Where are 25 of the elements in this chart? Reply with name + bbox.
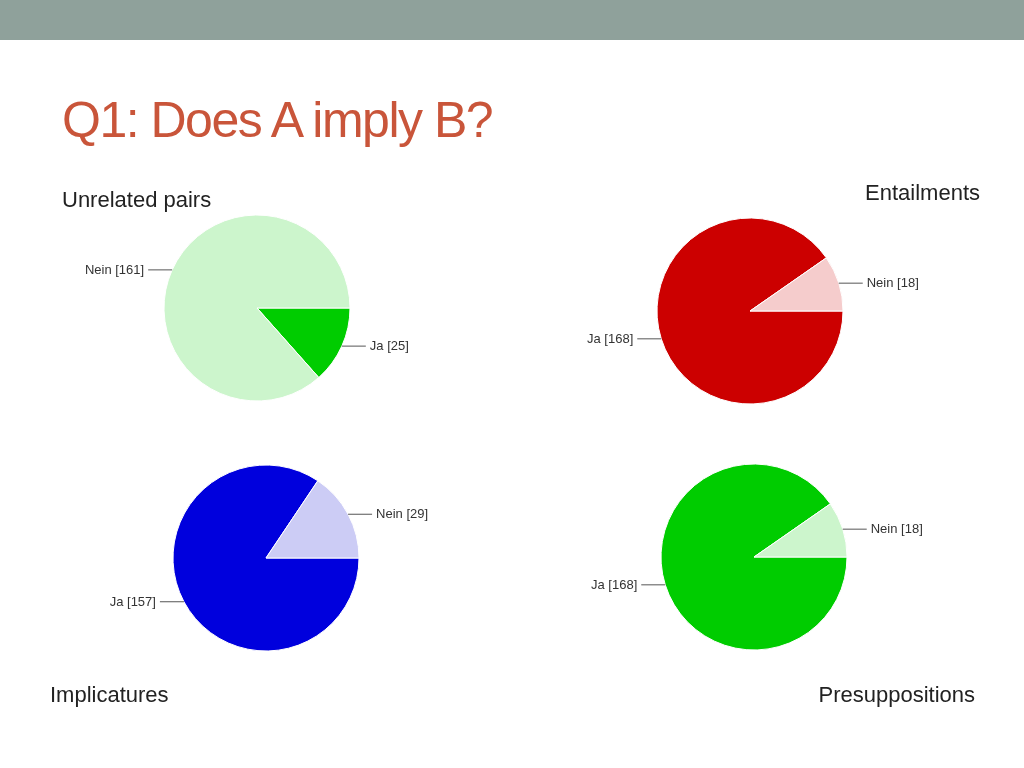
pie-slice [172, 464, 360, 652]
data-label: [18] [901, 521, 923, 537]
slice-label: Nein [870, 521, 898, 537]
data-label: [25] [387, 338, 409, 354]
chart-title: Unrelated pairs [62, 187, 212, 212]
slice-label: Ja [587, 330, 601, 346]
slice-label: Nein [376, 506, 403, 522]
slice-label: Ja [109, 593, 124, 609]
text: Presuppositions [818, 682, 975, 707]
chart-title: Entailments [865, 180, 980, 205]
data-label: [161] [115, 261, 145, 277]
pie-slice [163, 214, 351, 402]
slice-label: Ja [369, 338, 384, 354]
slice-label: Nein [84, 261, 112, 277]
data-label: [157] [127, 593, 156, 609]
data-label: [18] [897, 275, 919, 291]
data-label: [168] [604, 330, 634, 346]
data-label: [29] [406, 506, 429, 522]
text: Implicatures [50, 682, 169, 707]
pie-slice [656, 217, 844, 405]
data-label: [168] [608, 576, 638, 592]
slice-label: Ja [591, 576, 605, 592]
text: Q1: Does A imply B? [62, 92, 493, 148]
pie-slice [660, 463, 848, 651]
slice-label: Nein [866, 275, 894, 291]
